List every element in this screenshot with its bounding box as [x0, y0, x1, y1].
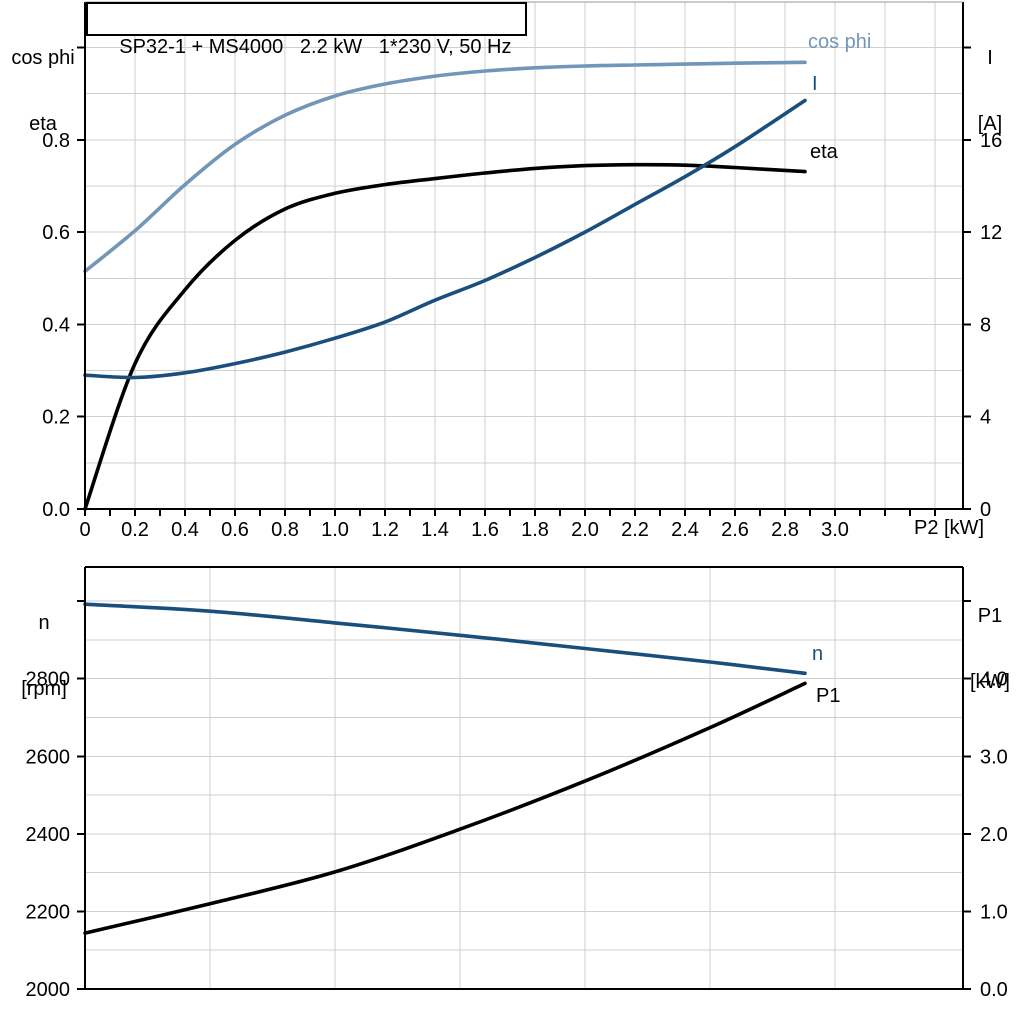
tick-label: 2600	[26, 746, 71, 768]
axis-title-current: I	[987, 47, 993, 69]
tick-label: 0.6	[42, 222, 70, 244]
tick-label: 8	[980, 314, 991, 336]
top-right-axis-title: I [A]	[961, 3, 1019, 179]
curve-cos-phi	[83, 60, 807, 274]
curve-label-p1: P1	[816, 685, 841, 707]
tick-label: 4.0	[980, 669, 1008, 691]
tick-label: 0.8	[271, 519, 299, 541]
chart-title-text: SP32-1 + MS4000 2.2 kW 1*230 V, 50 Hz	[119, 36, 512, 58]
tick-label: 2000	[26, 979, 71, 1001]
tick-label: 1.8	[521, 519, 549, 541]
tick-label: 0.0	[980, 979, 1008, 1001]
tick-label: 0.6	[221, 519, 249, 541]
curve-n	[83, 602, 807, 676]
tick-label: 1.0	[980, 901, 1008, 923]
tick-label: 3.0	[821, 519, 849, 541]
curve-label-current: I	[812, 73, 818, 95]
tick-label: 2400	[26, 824, 71, 846]
bottom-left-axis-title: n [rpm]	[6, 568, 82, 744]
chart-title-box: SP32-1 + MS4000 2.2 kW 1*230 V, 50 Hz	[86, 2, 527, 58]
tick-label: 1.6	[471, 519, 499, 541]
axis-title-speed-unit: [rpm]	[21, 678, 67, 700]
tick-label: 2.8	[771, 519, 799, 541]
gridlines	[85, 2, 963, 509]
tick-label: 2.0	[571, 519, 599, 541]
tick-label: 2.2	[621, 519, 649, 541]
bottom-chart: 2000 2200 2400 2600 2800 0.0 1.0 2.0 3.0 4.0	[26, 566, 1008, 1001]
tick-label: 0.0	[42, 499, 70, 521]
axis-title-cos-phi: cos phi	[11, 47, 75, 69]
tick-label: 1.4	[421, 519, 449, 541]
x-axis-title: P2 [kW]	[913, 517, 984, 539]
top-chart: 0 0.2 0.4 0.6 0.8 1.0 1.2 1.4 1.6 1.8 2.0 2.2 2.4 2.6…	[42, 1, 1002, 541]
tick-label: 0	[980, 499, 991, 521]
curve-label-cos-phi: cos phi	[808, 31, 872, 53]
tick-label: 4	[980, 407, 991, 429]
tick-label: 0.2	[42, 407, 70, 429]
axis-title-eta: eta	[29, 113, 57, 135]
gridlines	[85, 567, 963, 989]
tick-label: 12	[980, 222, 1002, 244]
curve-label-speed: n	[812, 643, 824, 665]
tick-label: 3.0	[980, 746, 1008, 768]
axis-title-p1: P1	[977, 605, 1003, 627]
tick-label: 0	[79, 519, 90, 541]
curve-p1	[83, 681, 807, 935]
axes	[84, 566, 964, 990]
top-left-axis-title: cos phi eta	[0, 3, 86, 179]
tick-label: 2800	[26, 669, 71, 691]
tick-label: 2.0	[980, 824, 1008, 846]
curve-eta	[83, 162, 807, 511]
tick-label: 2.4	[671, 519, 699, 541]
tick-label: 1.2	[371, 519, 399, 541]
curve-i	[83, 98, 807, 380]
axis-title-speed: n	[38, 612, 50, 634]
tick-label: 1.0	[321, 519, 349, 541]
tick-marks	[77, 46, 971, 516]
axis-title-current-unit: [A]	[977, 113, 1003, 135]
bottom-right-axis-title: P1 [kW]	[958, 561, 1022, 737]
tick-label: 2.6	[721, 519, 749, 541]
tick-label: 16	[980, 130, 1002, 152]
tick-label: 0.4	[171, 519, 199, 541]
tick-label: 0.8	[42, 130, 70, 152]
tick-label: 0.4	[42, 314, 70, 336]
curve-label-eta: eta	[810, 141, 838, 163]
axis-title-p1-unit: [kW]	[970, 671, 1010, 693]
tick-marks	[77, 600, 971, 990]
tick-label: 0.2	[121, 519, 149, 541]
tick-label: 2200	[26, 901, 71, 923]
